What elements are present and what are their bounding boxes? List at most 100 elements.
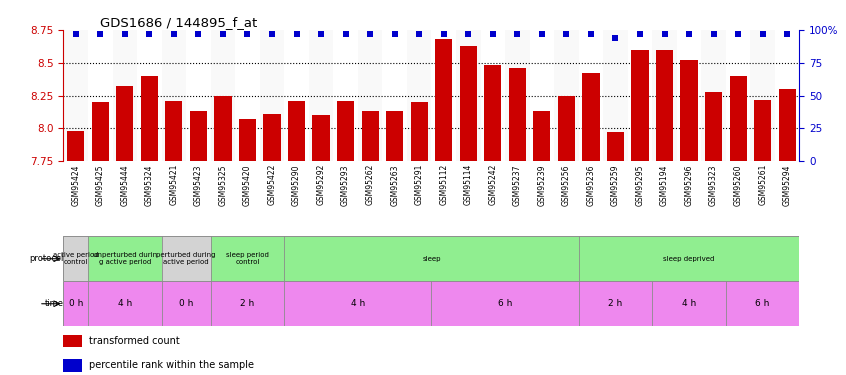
Bar (435, 39, 453, 161)
Text: 2 h: 2 h (240, 299, 255, 308)
Point (535, 31, 548, 37)
Point (657, 31, 671, 37)
Bar (284, 30, 309, 161)
Text: 0 h: 0 h (179, 299, 193, 308)
Bar (656, 50, 673, 161)
Text: 4 h: 4 h (118, 299, 132, 308)
Bar (729, 76, 747, 161)
Point (69, 31, 82, 37)
Bar (186, 30, 211, 161)
Point (584, 31, 597, 37)
FancyBboxPatch shape (88, 236, 162, 281)
Bar (508, 68, 526, 161)
Text: 6 h: 6 h (755, 299, 770, 308)
Text: unperturbed durin
g active period: unperturbed durin g active period (93, 252, 157, 265)
Bar (484, 65, 502, 161)
Point (363, 31, 376, 37)
Bar (631, 50, 649, 161)
Text: protocol: protocol (29, 254, 63, 263)
Bar (116, 87, 134, 161)
Point (755, 31, 769, 37)
Point (780, 31, 794, 37)
Bar (705, 92, 722, 161)
Point (633, 31, 646, 37)
Bar (137, 30, 162, 161)
Bar (680, 60, 698, 161)
Point (142, 31, 156, 37)
Point (706, 31, 720, 37)
Bar (603, 30, 628, 161)
FancyBboxPatch shape (652, 281, 726, 326)
Bar (505, 30, 530, 161)
Text: 0 h: 0 h (69, 299, 83, 308)
Point (338, 31, 352, 37)
Bar (431, 30, 456, 161)
Point (93, 31, 107, 37)
Point (608, 35, 622, 41)
FancyBboxPatch shape (88, 281, 162, 326)
FancyBboxPatch shape (63, 281, 88, 326)
Bar (407, 30, 431, 161)
Bar (288, 101, 305, 161)
Bar (677, 30, 701, 161)
Bar (386, 111, 404, 161)
Text: active period
control: active period control (53, 252, 98, 265)
FancyBboxPatch shape (284, 236, 579, 281)
Bar (63, 30, 88, 161)
Bar (67, 131, 85, 161)
Point (486, 31, 499, 37)
Bar (235, 30, 260, 161)
Bar (530, 30, 554, 161)
Text: time: time (45, 299, 63, 308)
Bar (214, 96, 232, 161)
Bar (652, 30, 677, 161)
Text: 4 h: 4 h (351, 299, 365, 308)
Bar (190, 111, 207, 161)
Bar (459, 46, 477, 161)
FancyBboxPatch shape (284, 281, 431, 326)
Bar (358, 30, 382, 161)
Bar (63, 359, 82, 372)
Text: sleep deprived: sleep deprived (663, 256, 715, 262)
Bar (91, 102, 109, 161)
Bar (775, 30, 799, 161)
Point (191, 31, 205, 37)
Bar (263, 114, 281, 161)
Point (265, 31, 278, 37)
Point (731, 31, 744, 37)
Bar (750, 30, 775, 161)
FancyBboxPatch shape (211, 281, 284, 326)
Bar (554, 30, 579, 161)
Bar (165, 101, 183, 161)
Bar (579, 30, 603, 161)
Bar (312, 116, 330, 161)
Bar (239, 119, 256, 161)
Text: perturbed during
active period: perturbed during active period (157, 252, 216, 265)
Bar (607, 132, 624, 161)
Bar (582, 74, 600, 161)
Bar (382, 30, 407, 161)
Bar (88, 30, 113, 161)
Bar (558, 96, 575, 161)
FancyBboxPatch shape (63, 236, 88, 281)
Bar (533, 111, 551, 161)
Bar (361, 111, 379, 161)
Text: sleep: sleep (422, 256, 441, 262)
Bar (113, 30, 137, 161)
Text: sleep period
control: sleep period control (226, 252, 269, 265)
Bar (778, 89, 796, 161)
Bar (456, 30, 481, 161)
Bar (754, 99, 772, 161)
FancyBboxPatch shape (579, 236, 799, 281)
Point (289, 31, 303, 37)
Bar (211, 30, 235, 161)
Point (559, 31, 573, 37)
Bar (140, 76, 158, 161)
Text: 6 h: 6 h (498, 299, 512, 308)
Text: 2 h: 2 h (608, 299, 623, 308)
Bar (63, 335, 82, 347)
Text: GDS1686 / 144895_f_at: GDS1686 / 144895_f_at (100, 16, 257, 29)
Point (412, 31, 426, 37)
Bar (337, 101, 354, 161)
Point (682, 31, 695, 37)
